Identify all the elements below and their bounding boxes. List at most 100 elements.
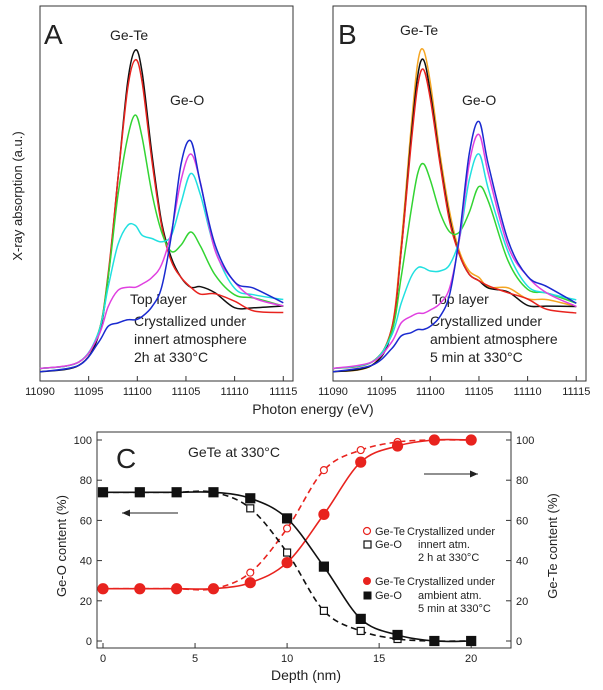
panel-b-ticks: 11090 11095 11100 11105 11110 11115: [318, 376, 590, 398]
c-point-circle: [318, 508, 330, 520]
c-y-tick-label-left: 60: [80, 515, 92, 527]
c-y-tick-label-right: 0: [516, 636, 522, 648]
c-y-tick-label-right: 40: [516, 556, 528, 568]
c-point-square: [466, 635, 477, 647]
top-x-axis-label: Photon energy (eV): [252, 401, 373, 417]
panel-a-annotation-3: 2h at 330°C: [134, 349, 208, 365]
c-x-tick-label: 5: [192, 653, 198, 665]
spectrum-line-blue: [332, 120, 577, 373]
c-x-tick-label: 0: [100, 653, 106, 665]
c-x-tick-label: 10: [281, 653, 293, 665]
c-point-circle: [207, 583, 220, 595]
panel-a-frame: [39, 5, 294, 382]
x-tick-label: 11115: [269, 386, 297, 398]
legend-2-desc-1: Crystallized under: [407, 576, 495, 588]
panel-c-right-y-label: Ge-Te content (%): [545, 493, 560, 599]
c-point-circle: [246, 568, 255, 577]
c-point-square: [171, 487, 182, 498]
x-tick-label: 11090: [25, 386, 55, 398]
legend-1-geo: Ge-O: [375, 539, 402, 551]
panel-c-legend: Ge-Te Ge-O Crystallized under innert atm…: [362, 526, 495, 615]
legend-2-gete: Ge-Te: [375, 576, 405, 588]
panel-c-letter: C: [116, 443, 136, 474]
panel-c-frame: [96, 431, 512, 649]
x-tick-label: 11100: [123, 386, 152, 398]
c-y-tick-label-right: 60: [516, 515, 528, 527]
arrow-right-head-icon: [470, 470, 478, 478]
c-y-tick-label-left: 20: [80, 596, 92, 608]
spectrum-line-cyan: [332, 153, 577, 370]
c-point-circle: [171, 583, 183, 595]
panel-a-series: [39, 49, 284, 373]
panel-b-annotation-2: ambient atmosphere: [430, 331, 558, 347]
arrow-to-left-axis: [122, 509, 178, 517]
c-point-circle: [244, 577, 256, 589]
legend-1-desc-2: innert atm.: [418, 539, 470, 551]
c-point-square: [245, 493, 256, 504]
x-tick-label: 11110: [221, 386, 249, 398]
panel-c-series: [97, 434, 477, 647]
panel-c-title: GeTe at 330°C: [188, 444, 280, 460]
legend-filled-square-icon: [363, 591, 372, 600]
panel-a-annotation-2: innert atmosphere: [134, 331, 247, 347]
spectrum-line-magenta: [332, 133, 577, 370]
c-point-square: [97, 487, 109, 498]
panel-a-letter: A: [44, 19, 63, 50]
c-point-circle: [319, 466, 329, 475]
c-y-tick-label-right: 80: [516, 475, 528, 487]
panel-b: B Ge-Te Ge-O Top layer Crystallized unde…: [318, 5, 590, 398]
legend-2-desc-3: 5 min at 330°C: [418, 603, 491, 615]
legend-2-desc-2: ambient atm.: [418, 590, 482, 602]
c-point-circle: [391, 440, 404, 452]
panel-a-annotation-1: Crystallized under: [134, 313, 246, 329]
c-point-square: [392, 629, 403, 641]
panel-b-label-geo: Ge-O: [462, 92, 496, 108]
c-point-square: [281, 513, 293, 524]
panel-b-top-layer-label: Top layer: [432, 291, 489, 307]
c-point-circle: [356, 445, 365, 455]
panel-b-annotation-3: 5 min at 330°C: [430, 349, 523, 365]
x-tick-label: 11100: [416, 386, 445, 398]
c-point-circle: [465, 434, 477, 446]
panel-c: C GeTe at 330°C Ge-O content (%) Ge-Te c…: [54, 431, 560, 683]
legend-2-geo: Ge-O: [375, 590, 402, 602]
x-tick-label: 11105: [464, 386, 493, 398]
top-y-axis-label: X-ray absorption (a.u.): [10, 131, 25, 260]
c-point-square: [282, 548, 292, 557]
panel-b-series: [332, 48, 577, 373]
panel-a-top-layer-label: Top layer: [130, 291, 187, 307]
c-y-tick-label-left: 100: [74, 435, 92, 447]
arrow-left-head-icon: [122, 509, 130, 517]
c-point-square: [134, 487, 145, 498]
legend-1-gete: Ge-Te: [375, 526, 405, 538]
spectrum-line-magenta: [39, 153, 284, 370]
legend-open-square-icon: [363, 540, 372, 549]
x-tick-label: 11095: [367, 386, 397, 398]
x-tick-label: 11095: [74, 386, 104, 398]
spectrum-line-green: [39, 114, 284, 370]
c-y-tick-label-left: 40: [80, 556, 92, 568]
c-point-square: [356, 626, 365, 636]
c-point-circle: [355, 456, 367, 468]
panel-a-label-gete: Ge-Te: [110, 27, 148, 43]
x-tick-label: 11090: [318, 386, 348, 398]
x-tick-label: 11115: [562, 386, 590, 398]
legend-filled-circle-icon: [363, 577, 371, 585]
panel-a: A Ge-Te Ge-O Top layer Crystallized unde…: [25, 5, 297, 398]
c-point-square: [429, 635, 440, 647]
panel-b-label-gete: Ge-Te: [400, 22, 438, 38]
x-tick-label: 11105: [171, 386, 200, 398]
c-y-tick-label-right: 100: [516, 435, 534, 447]
c-x-tick-label: 15: [373, 653, 385, 665]
spectrum-line-green: [332, 162, 577, 370]
panel-a-ticks: 11090 11095 11100 11105 11110 11115: [25, 376, 297, 398]
c-y-tick-label-right: 20: [516, 596, 528, 608]
c-point-square: [246, 504, 255, 513]
panel-b-frame: [332, 5, 587, 382]
spectrum-line-blue: [39, 139, 284, 373]
c-point-circle: [281, 557, 293, 569]
c-x-tick-label: 20: [465, 653, 477, 665]
c-point-square: [355, 613, 366, 624]
